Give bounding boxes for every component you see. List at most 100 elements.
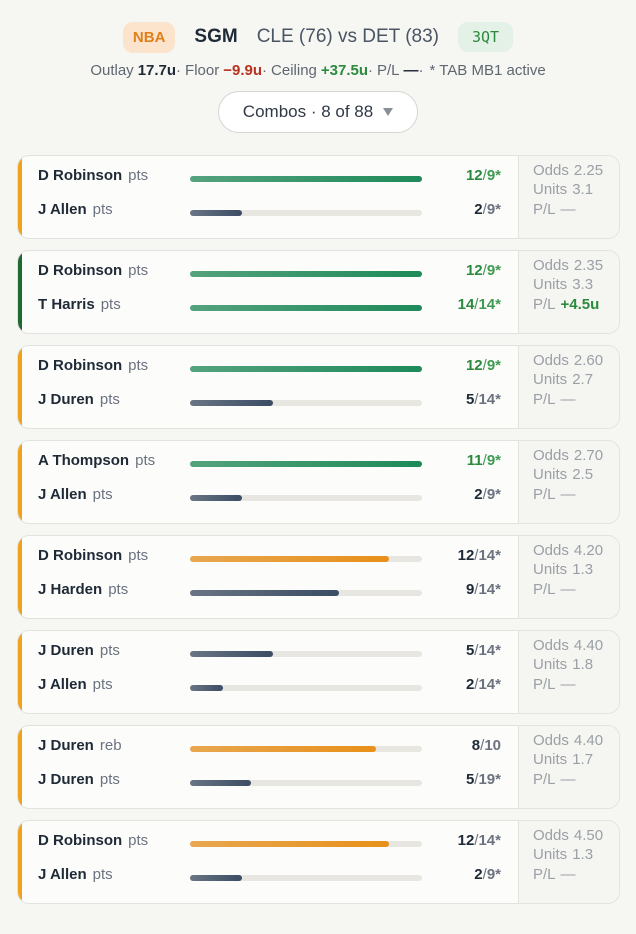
progress-bar [190,210,242,216]
leg-name: J Allen pts [38,201,113,218]
pl-label: P/L [533,581,556,598]
status-accent [18,441,22,523]
units-row: Units 1.3 [533,561,593,578]
current: 14 [457,296,475,313]
progress-track [190,590,422,596]
current: 2 [474,866,483,883]
odds-row: Odds 4.20 [533,542,603,559]
progress-track [190,780,422,786]
progress-bar [190,366,422,372]
leg-fraction: 9/14* [466,581,501,598]
units-value: 2.7 [572,371,594,388]
pl-label: P/L [533,296,556,313]
odds-row: Odds 2.60 [533,352,603,369]
summary: Outlay 17.7u· Floor −9.9u· Ceiling +37.5u· P/L… [0,62,636,79]
odds-panel: Odds 4.40 Units 1.8 P/L — [518,631,619,713]
star: * [495,262,501,279]
pl-value: +4.5u [560,296,600,313]
pl-value: — [560,866,576,883]
leg-name: A Thompson pts [38,452,155,469]
leg-fraction: 2/9* [474,486,501,503]
pl-row: P/L — [533,866,576,883]
combo-card[interactable]: A Thompson pts 11/9* J Allen pts 2/9* Odds 2.70… [17,440,620,524]
combos-dropdown[interactable]: Combos · 8 of 88 [218,91,418,133]
target: 9 [486,357,496,374]
progress-track [190,875,422,881]
star: * [495,832,501,849]
odds-label: Odds [533,447,569,464]
pl-value: — [560,391,576,408]
star: * [495,486,501,503]
separator: · [418,62,424,79]
leg-fraction: 2/9* [474,866,501,883]
status-accent [18,156,22,238]
summary-label: Floor [185,62,220,79]
odds-row: Odds 4.50 [533,827,603,844]
current: 12 [465,262,483,279]
odds-panel: Odds 2.60 Units 2.7 P/L — [518,346,619,428]
combo-card[interactable]: J Duren pts 5/14* J Allen pts 2/14* Odds 4.40 Un… [17,630,620,714]
league-badge[interactable]: NBA [122,21,176,53]
star: * [495,167,501,184]
leg-name: J Allen pts [38,866,113,883]
slash: / [482,866,487,883]
player: J Duren [38,737,94,754]
units-row: Units 1.7 [533,751,593,768]
dropdown-arrow [383,107,394,116]
odds-panel: Odds 4.40 Units 1.7 P/L — [518,726,619,808]
combo-card[interactable]: D Robinson pts 12/14* J Allen pts 2/9* Odds 4.5… [17,820,620,904]
odds-panel: Odds 4.20 Units 1.3 P/L — [518,536,619,618]
summary-label: P/L [377,62,400,79]
target: 9 [486,452,496,469]
odds-panel: Odds 2.70 Units 2.5 P/L — [518,441,619,523]
combo-card[interactable]: D Robinson pts 12/9* J Duren pts 5/14* Odds 2.6… [17,345,620,429]
units-label: Units [533,751,568,768]
slash: / [474,296,479,313]
target: 9 [486,486,496,503]
units-label: Units [533,371,568,388]
progress-bar [190,746,376,752]
odds-label: Odds [533,732,569,749]
player: J Duren [38,642,94,659]
stat: pts [100,296,121,313]
odds-label: Odds [533,637,569,654]
combo-card[interactable]: D Robinson pts 12/9* J Allen pts 2/9* Odds 2.25… [17,155,620,239]
slash: / [474,676,479,693]
matchup: CLE (76) vs DET (83) [256,26,439,47]
combo-card[interactable]: D Robinson pts 12/14* J Harden pts 9/14* Odds 4… [17,535,620,619]
target: 9 [486,167,496,184]
pl-value: — [560,771,576,788]
leg-name: J Harden pts [38,581,128,598]
combo-card[interactable]: D Robinson pts 12/9* T Harris pts 14/14* Odds 2… [17,250,620,334]
progress-track [190,746,422,752]
odds-label: Odds [533,162,569,179]
odds-row: Odds 2.35 [533,257,603,274]
odds-label: Odds [533,827,569,844]
target: 14 [478,581,496,598]
progress-track [190,271,422,277]
current: 12 [465,167,483,184]
units-row: Units 2.5 [533,466,593,483]
leg-fraction: 12/14* [458,547,501,564]
leg-fraction: 12/9* [466,167,501,184]
player: D Robinson [38,547,123,564]
pl-label: P/L [533,676,556,693]
progress-track [190,495,422,501]
star: * [495,642,501,659]
progress-bar [190,305,422,311]
combo-card[interactable]: J Duren reb 8/10 J Duren pts 5/19* Odds 4.40 Uni… [17,725,620,809]
units-label: Units [533,276,568,293]
leg-name: J Duren pts [38,771,120,788]
leg-fraction: 8/10 [472,737,501,754]
slash: / [474,581,479,598]
target: 14 [478,296,496,313]
progress-bar [190,461,422,467]
current: 9 [465,581,475,598]
star: * [495,676,501,693]
leg-fraction: 11/9* [467,452,501,469]
stat: pts [128,547,149,564]
leg-name: D Robinson pts [38,262,148,279]
leg-fraction: 14/14* [458,296,501,313]
progress-track [190,841,422,847]
